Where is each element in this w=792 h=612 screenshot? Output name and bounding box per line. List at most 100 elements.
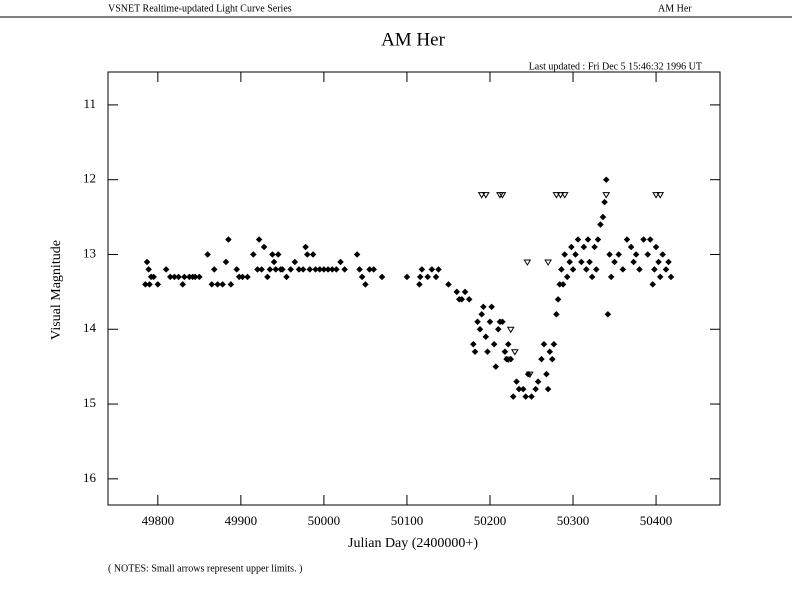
y-tick-label: 16 <box>83 470 97 485</box>
data-point <box>652 243 660 251</box>
data-point <box>655 258 662 266</box>
y-tick-label: 13 <box>83 245 96 260</box>
data-point <box>601 198 608 206</box>
data-point <box>362 281 369 288</box>
data-point <box>269 251 276 258</box>
data-point <box>306 266 314 273</box>
data-point <box>274 251 282 258</box>
data-point <box>544 385 552 393</box>
data-point <box>619 266 627 273</box>
upper-limit <box>477 192 486 199</box>
data-point <box>597 221 604 228</box>
data-point <box>471 348 479 356</box>
data-point <box>476 325 484 333</box>
upper-limit <box>498 192 507 199</box>
upper-limit <box>523 259 532 266</box>
note: ( NOTES: Small arrows represent upper li… <box>108 563 302 574</box>
data-point <box>219 281 226 288</box>
data-point <box>258 266 265 273</box>
data-point <box>604 310 612 318</box>
data-point <box>566 258 574 266</box>
data-point <box>353 251 361 258</box>
data-point <box>607 273 615 281</box>
data-point <box>303 251 311 258</box>
data-point <box>445 281 452 288</box>
chart-subtitle: Last updated : Fri Dec 5 15:46:32 1996 U… <box>529 61 702 72</box>
data-point <box>208 281 216 288</box>
data-point <box>519 385 527 393</box>
data-point <box>214 281 221 288</box>
data-point <box>488 303 495 311</box>
data-point <box>649 281 657 288</box>
data-point <box>490 340 498 348</box>
data-point <box>636 266 643 273</box>
header-right: AM Her <box>658 3 692 14</box>
data-point <box>287 266 295 273</box>
data-point <box>470 340 477 348</box>
data-point <box>356 266 363 273</box>
data-point <box>499 318 506 326</box>
data-point <box>291 258 299 266</box>
data-point <box>644 251 652 258</box>
data-point <box>272 266 280 273</box>
data-point <box>630 258 637 266</box>
data-point <box>453 288 461 296</box>
data-point <box>588 273 596 281</box>
data-point <box>599 213 607 221</box>
data-point <box>486 318 494 326</box>
data-point <box>640 236 647 243</box>
data-point <box>546 348 554 356</box>
data-point <box>435 266 442 273</box>
data-point <box>333 266 340 273</box>
data-point <box>538 355 545 363</box>
data-point <box>513 378 520 385</box>
data-point <box>418 266 426 273</box>
data-point <box>543 370 550 378</box>
data-point <box>582 266 590 273</box>
data-point <box>568 243 575 251</box>
data-point <box>651 266 658 273</box>
data-point <box>233 266 241 273</box>
data-point <box>606 251 613 258</box>
data-point <box>150 273 158 281</box>
data-point <box>181 273 188 281</box>
data-point <box>611 258 618 266</box>
y-tick-label: 11 <box>83 96 96 111</box>
x-tick-label: 50300 <box>557 513 590 528</box>
y-tick-label: 15 <box>83 395 96 410</box>
upper-limit <box>556 192 565 199</box>
upper-limit <box>552 192 561 199</box>
data-point <box>528 393 535 400</box>
data-point <box>370 266 378 273</box>
upper-limit <box>525 371 534 379</box>
upper-limit <box>656 192 665 199</box>
data-point <box>239 273 246 281</box>
x-tick-label: 50400 <box>640 513 673 528</box>
data-point <box>210 266 218 273</box>
data-point <box>222 258 230 266</box>
data-point <box>559 281 567 288</box>
header-left: VSNET Realtime-updated Light Curve Serie… <box>108 3 292 14</box>
data-point <box>580 243 588 251</box>
data-point <box>484 348 491 356</box>
data-point <box>145 266 153 273</box>
data-point <box>482 333 490 341</box>
data-point <box>299 266 307 273</box>
data-point <box>615 251 623 258</box>
data-point <box>569 266 577 273</box>
data-point <box>461 288 469 296</box>
data-point <box>550 340 558 348</box>
data-point <box>627 243 635 251</box>
data-point <box>586 258 593 266</box>
x-tick-label: 49800 <box>142 513 175 528</box>
data-point <box>403 273 411 281</box>
data-point <box>416 281 423 288</box>
data-point <box>266 266 274 273</box>
data-point <box>632 251 640 258</box>
data-point <box>479 303 487 311</box>
data-point <box>662 266 670 273</box>
x-tick-label: 50000 <box>308 513 341 528</box>
data-point <box>378 273 386 281</box>
